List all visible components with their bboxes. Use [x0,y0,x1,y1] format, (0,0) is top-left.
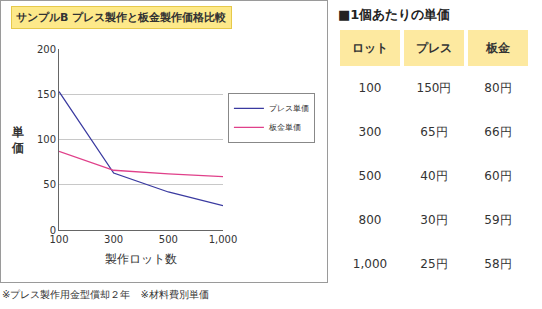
svg-text:100: 100 [49,234,68,245]
svg-text:300: 300 [104,234,123,245]
html-text:■1個あたりの単価: ■1個あたりの単価 [338,7,451,22]
svg-text:200: 200 [37,44,56,55]
svg-text:単価: 単価 [11,125,24,155]
html-text:100: 100 [358,81,382,95]
html-text:300: 300 [358,125,382,139]
html-text:59円: 59円 [484,212,512,227]
html-text:板金: 板金 [486,40,510,55]
html-text:66円: 66円 [484,124,512,139]
html-text:800: 800 [358,213,382,227]
html-text:150円: 150円 [416,80,452,95]
html-text:58円: 58円 [484,256,512,271]
html-text:ロット: ロット [352,40,388,55]
html-text:500: 500 [358,169,382,183]
svg-text:1,000: 1,000 [209,234,238,245]
html-text:60円: 60円 [484,168,512,183]
html-text:25円: 25円 [420,256,448,271]
svg-text:500: 500 [159,234,178,245]
svg-text:50: 50 [43,179,56,190]
html-text:※プレス製作用金型償却２年 ※材料費別単価: ※プレス製作用金型償却２年 ※材料費別単価 [2,289,209,300]
svg-text:製作ロット数: 製作ロット数 [105,252,177,266]
svg-text:100: 100 [37,134,56,145]
html-text:1,000: 1,000 [352,257,388,271]
html-text:80円: 80円 [484,80,512,95]
svg-text:サンプルB プレス製作と板金製作価格比較: サンプルB プレス製作と板金製作価格比較 [16,11,227,24]
html-text:プレス: プレス [416,40,452,55]
svg-text:プレス単価: プレス単価 [269,104,309,113]
html-text:30円: 30円 [420,212,448,227]
svg-text:板金単価: 板金単価 [268,123,301,132]
svg-text:150: 150 [37,89,56,100]
html-text:65円: 65円 [420,124,448,139]
svg-text:0: 0 [50,225,56,236]
html-text:40円: 40円 [420,168,448,183]
